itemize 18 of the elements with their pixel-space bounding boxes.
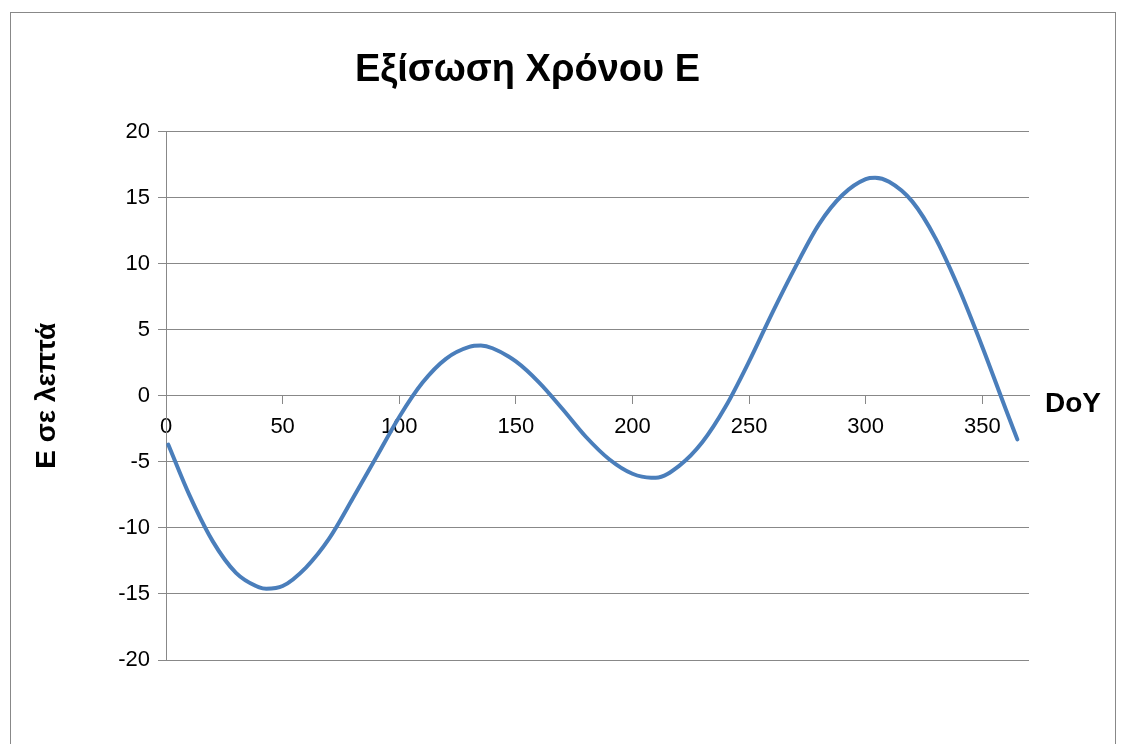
y-tick-label: 15 [125, 183, 150, 209]
x-axis-title: DoY [1045, 386, 1102, 418]
y-tick-label: -20 [118, 646, 150, 672]
x-tick-label: 250 [730, 413, 768, 439]
x-tick-label: 350 [963, 413, 1001, 439]
y-tick-label: 5 [137, 315, 150, 341]
y-tick-label: -10 [118, 513, 150, 539]
y-axis-title: Ε σε λεπτά [29, 322, 61, 469]
x-tick-label: 300 [847, 413, 885, 439]
x-tick-label: 200 [614, 413, 651, 439]
y-tick-label: -15 [118, 580, 150, 606]
chart-title: Εξίσωση Χρόνου Ε [354, 47, 701, 90]
y-tick-label: -5 [130, 447, 150, 473]
y-tick-label: 10 [125, 249, 150, 275]
x-tick-label: 150 [497, 413, 535, 439]
x-tick-label: 50 [270, 413, 295, 439]
y-tick-label: 0 [137, 381, 150, 407]
y-tick-label: 20 [125, 117, 150, 143]
